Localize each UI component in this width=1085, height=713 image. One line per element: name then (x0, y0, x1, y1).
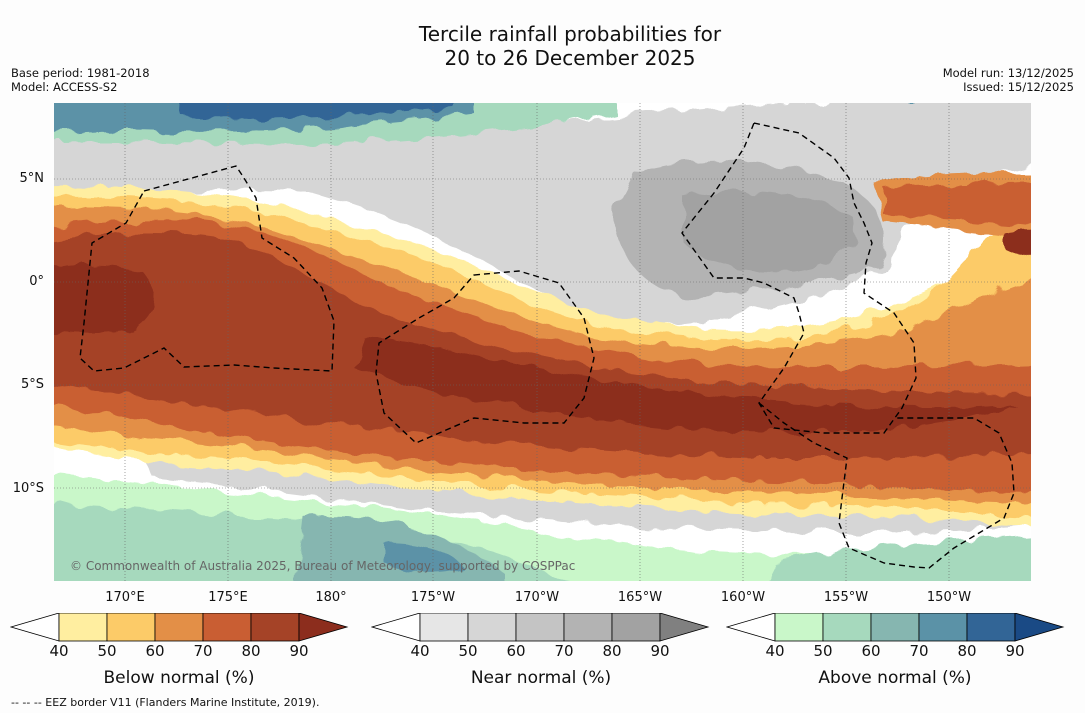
colorbar-above (726, 613, 1065, 642)
colorbar-below (10, 613, 349, 642)
above-max-triangle (1014, 613, 1065, 642)
above-tick: 90 (1005, 642, 1025, 660)
below-min-triangle (10, 613, 60, 642)
below-region-90-west (54, 264, 155, 336)
rainfall-map (54, 103, 1031, 581)
lat-label-5s: 5°S (20, 377, 44, 392)
meta-right: Model run: 13/12/2025 Issued: 15/12/2025 (943, 66, 1074, 94)
below-swatch (154, 613, 204, 642)
lon-label-175e: 175°E (208, 590, 248, 605)
below-tick: 60 (145, 642, 165, 660)
near-tick: 50 (458, 642, 478, 660)
above-tick: 60 (861, 642, 881, 660)
above-swatch (966, 613, 1016, 642)
below-tick: 90 (289, 642, 309, 660)
near-swatch (563, 613, 613, 642)
title-line-1: Tercile rainfall probabilities for (418, 22, 722, 46)
below-region-90-east (1004, 230, 1031, 256)
eez-kiribati-gilbert (79, 165, 335, 372)
below-region-80 (54, 232, 1031, 458)
above-swatch (774, 613, 824, 642)
copyright-notice: © Commonwealth of Australia 2025, Bureau… (70, 559, 576, 573)
near-tick: 40 (410, 642, 430, 660)
eez-footnote: -- -- -- EEZ border V11 (Flanders Marine… (11, 696, 320, 709)
below-tick: 40 (49, 642, 69, 660)
issued-date: Issued: 15/12/2025 (963, 80, 1074, 94)
below-tick: 70 (193, 642, 213, 660)
near-swatch (515, 613, 565, 642)
below-swatch (106, 613, 156, 642)
lon-label-165w: 165°W (617, 590, 663, 605)
lon-label-155w: 155°W (823, 590, 869, 605)
base-period: Base period: 1981-2018 (11, 66, 150, 80)
lon-label-180: 180° (315, 590, 347, 605)
gridlines (54, 103, 1031, 581)
colorbar-near (371, 613, 710, 642)
probability-contours (54, 103, 1031, 581)
meta-left: Base period: 1981-2018 Model: ACCESS-S2 (11, 66, 150, 94)
near-tick: 70 (554, 642, 574, 660)
near-max-triangle (659, 613, 710, 642)
eez-kiribati-line (681, 122, 917, 434)
lon-label-175w: 175°W (410, 590, 456, 605)
title-line-2: 20 to 26 December 2025 (444, 46, 696, 70)
colorbar-title-below: Below normal (%) (103, 668, 255, 688)
below-swatch (202, 613, 252, 642)
lat-label-5n: 5°N (19, 171, 45, 186)
above-swatch (870, 613, 920, 642)
map-title: Tercile rainfall probabilities for 20 to… (0, 22, 1085, 70)
colorbar-title-above: Above normal (%) (818, 668, 972, 688)
below-region-90 (354, 338, 1014, 433)
above-region-south-mid2 (765, 535, 1031, 581)
lon-label-150w: 150°W (926, 590, 972, 605)
near-swatch (419, 613, 469, 642)
near-swatch (611, 613, 661, 642)
above-region-south-strongest (384, 543, 464, 574)
below-max-triangle (298, 613, 349, 642)
lat-label-0: 0° (29, 274, 44, 289)
above-region-north-strongest (179, 103, 454, 119)
lon-label-160w: 160°W (720, 590, 766, 605)
below-region-70-ne (884, 183, 1031, 226)
above-min-triangle (726, 613, 776, 642)
model-name: Model: ACCESS-S2 (11, 80, 118, 94)
eez-borders (79, 122, 1015, 569)
above-tick: 50 (813, 642, 833, 660)
near-region-core (684, 190, 857, 272)
above-tick: 80 (957, 642, 977, 660)
below-swatch (58, 613, 108, 642)
above-swatch (918, 613, 968, 642)
above-tick: 70 (909, 642, 929, 660)
near-tick: 90 (650, 642, 670, 660)
lon-label-170w: 170°W (514, 590, 560, 605)
lon-label-170e: 170°E (105, 590, 145, 605)
near-tick: 60 (506, 642, 526, 660)
above-tick: 40 (765, 642, 785, 660)
lat-label-10s: 10°S (12, 481, 44, 496)
below-swatch (250, 613, 300, 642)
near-tick: 80 (602, 642, 622, 660)
near-swatch (467, 613, 517, 642)
below-tick: 80 (241, 642, 261, 660)
model-run: Model run: 13/12/2025 (942, 66, 1074, 80)
eez-cook-islands (758, 402, 1015, 569)
below-tick: 50 (97, 642, 117, 660)
colorbar-title-near: Near normal (%) (470, 668, 612, 688)
near-min-triangle (371, 613, 421, 642)
above-swatch (822, 613, 872, 642)
